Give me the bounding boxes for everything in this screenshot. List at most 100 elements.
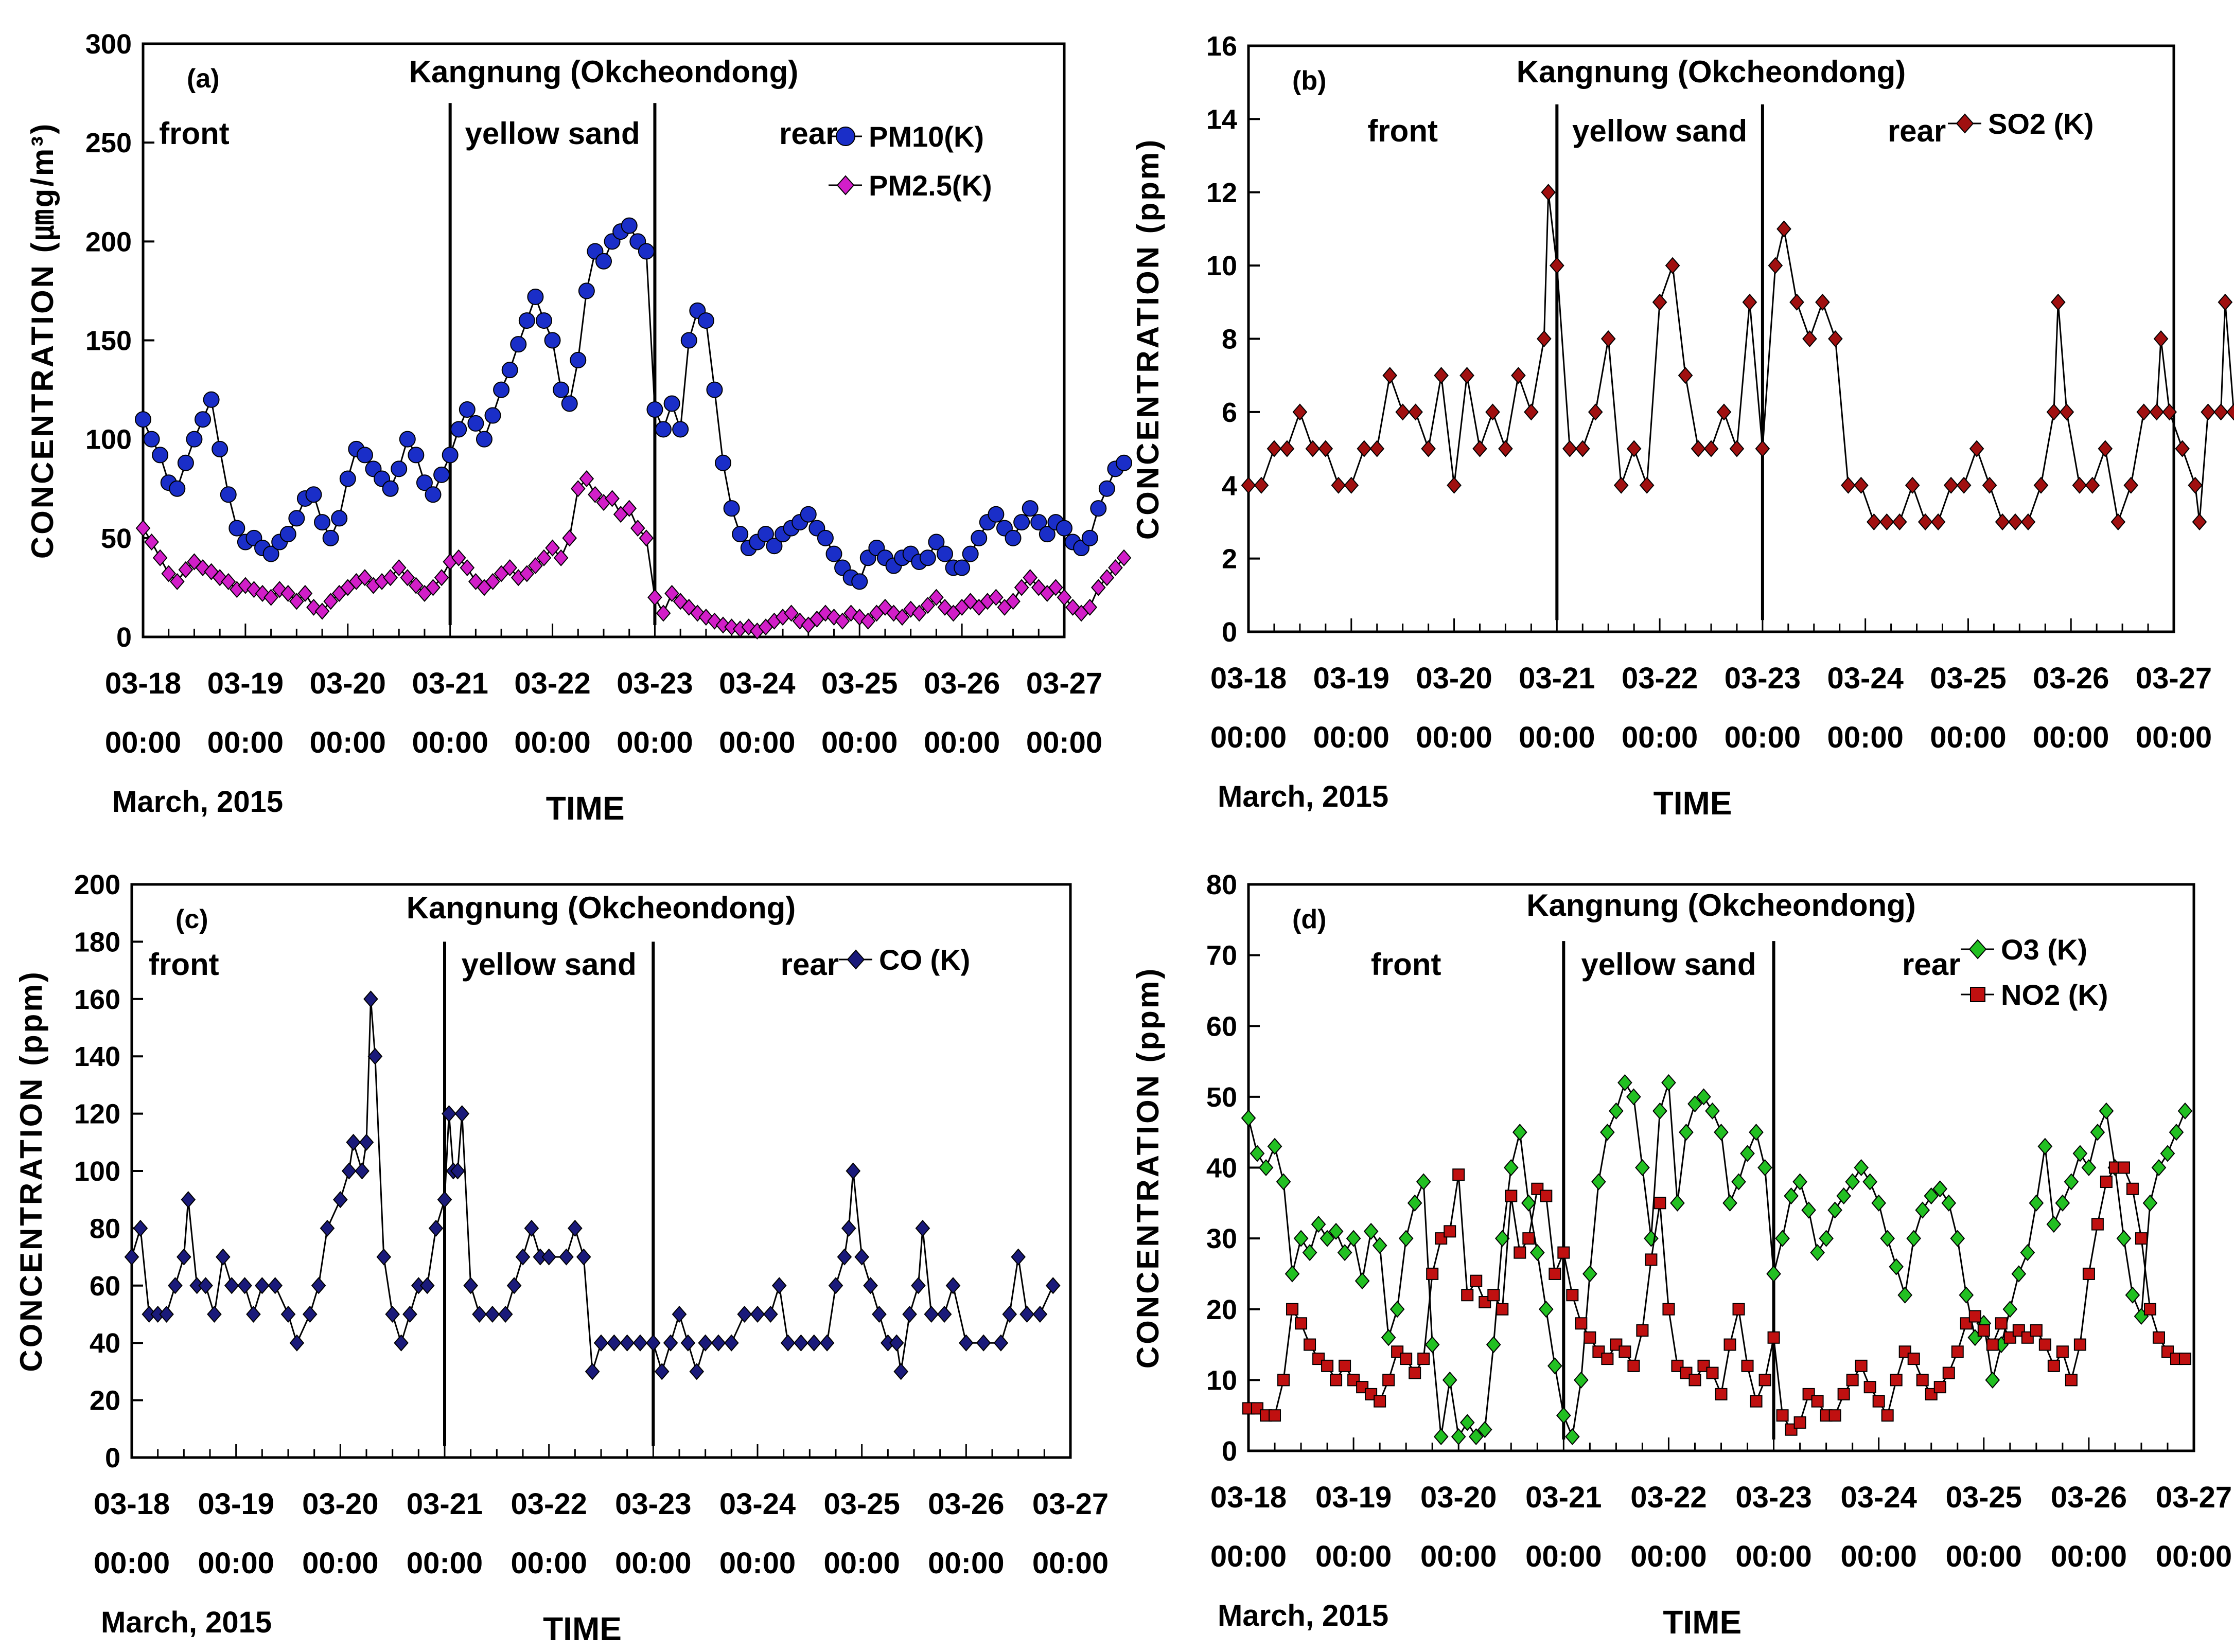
data-point (828, 1277, 843, 1294)
data-point (212, 440, 228, 457)
x-tick-time: 00:00 (1032, 1547, 1109, 1580)
data-point (289, 1334, 305, 1352)
data-point (621, 217, 638, 234)
data-point (1521, 1194, 1536, 1212)
x-tick-time: 00:00 (924, 726, 1000, 759)
data-point (1722, 1194, 1737, 1212)
data-point (1344, 476, 1359, 494)
panel-label: (c) (175, 904, 208, 934)
data-point (339, 470, 356, 487)
data-point (212, 569, 227, 587)
data-point (1417, 1353, 1430, 1365)
data-point (1740, 1145, 1755, 1162)
y-tick-label: 2 (1222, 544, 1237, 575)
data-point (568, 1219, 583, 1237)
data-point (1619, 1345, 1631, 1358)
data-point (962, 545, 979, 562)
data-point (442, 1105, 456, 1123)
data-point (1032, 1305, 1048, 1323)
data-point (2110, 513, 2126, 530)
data-point (402, 1305, 417, 1323)
y-tick-label: 30 (1206, 1223, 1237, 1254)
data-point (1565, 1428, 1580, 1446)
data-point (1258, 1159, 1274, 1177)
data-point (1968, 1310, 1981, 1323)
data-point (224, 1277, 239, 1294)
data-point (255, 1277, 270, 1294)
data-point (1575, 1317, 1588, 1330)
data-point (2126, 1182, 2139, 1195)
x-tick-date: 03-25 (1946, 1481, 2022, 1514)
data-point (1905, 476, 1920, 494)
data-point (1081, 529, 1098, 546)
data-point (1355, 1272, 1370, 1290)
data-point (562, 529, 577, 547)
x-tick-time: 00:00 (1622, 721, 1698, 754)
data-point (1285, 1265, 1300, 1283)
data-point (1837, 1388, 1850, 1400)
legend-label: NO2 (K) (2001, 979, 2108, 1011)
data-point (1498, 440, 1513, 457)
data-point (528, 557, 543, 575)
data-point (1433, 1428, 1449, 1446)
series-line (1248, 192, 2234, 525)
data-point (578, 282, 595, 299)
data-point (1827, 1201, 1842, 1219)
data-point (1588, 403, 1603, 421)
data-point (1715, 1388, 1728, 1400)
data-point (263, 589, 278, 606)
x-tick-date: 03-27 (1032, 1487, 1109, 1521)
y-tick-label: 150 (85, 326, 132, 357)
data-point (1409, 1366, 1421, 1379)
data-point (1854, 1159, 1869, 1177)
data-point (963, 593, 978, 610)
data-point (1600, 330, 1616, 348)
data-point (826, 609, 841, 626)
data-point (937, 1305, 952, 1323)
legend-marker (836, 127, 855, 146)
data-point (1789, 293, 1804, 311)
data-point (1381, 1329, 1396, 1346)
data-point (1459, 1414, 1475, 1431)
data-point (1854, 476, 1869, 494)
data-point (433, 466, 450, 483)
data-point (460, 559, 475, 577)
data-point (1890, 1374, 1903, 1387)
data-point (2178, 1353, 2191, 1365)
data-point (593, 1334, 609, 1352)
data-point (1986, 1338, 1999, 1351)
data-point (1461, 1289, 1474, 1302)
period-label: front (1371, 947, 1441, 982)
data-point (1687, 1095, 1702, 1113)
x-tick-time: 00:00 (511, 1547, 587, 1580)
x-tick-date: 03-18 (94, 1487, 170, 1521)
date-note: March, 2015 (1218, 780, 1388, 813)
data-point (1617, 1074, 1632, 1091)
data-point (1346, 1230, 1361, 1247)
data-point (680, 1334, 696, 1352)
data-point (1872, 1395, 1885, 1408)
data-point (305, 486, 322, 503)
data-point (322, 529, 339, 546)
data-point (2008, 513, 2023, 530)
data-point (2226, 403, 2234, 421)
data-point (2192, 513, 2207, 530)
data-point (1810, 1244, 1825, 1262)
data-point (1389, 1301, 1405, 1318)
data-point (1688, 1374, 1701, 1387)
data-point (1408, 403, 1423, 421)
data-point (168, 1277, 183, 1294)
data-point (886, 605, 901, 622)
data-point (588, 486, 603, 503)
data-point (1793, 1416, 1806, 1429)
x-tick-time: 00:00 (412, 726, 488, 759)
data-point (1706, 1366, 1719, 1379)
x-tick-date: 03-20 (1420, 1481, 1497, 1514)
legend-label: PM2.5(K) (869, 169, 992, 202)
data-point (1582, 1265, 1597, 1283)
data-point (1819, 1230, 1834, 1247)
data-point (664, 584, 679, 602)
period-label: rear (1902, 947, 1960, 982)
data-point (1985, 1371, 2000, 1389)
data-point (1369, 440, 1385, 457)
